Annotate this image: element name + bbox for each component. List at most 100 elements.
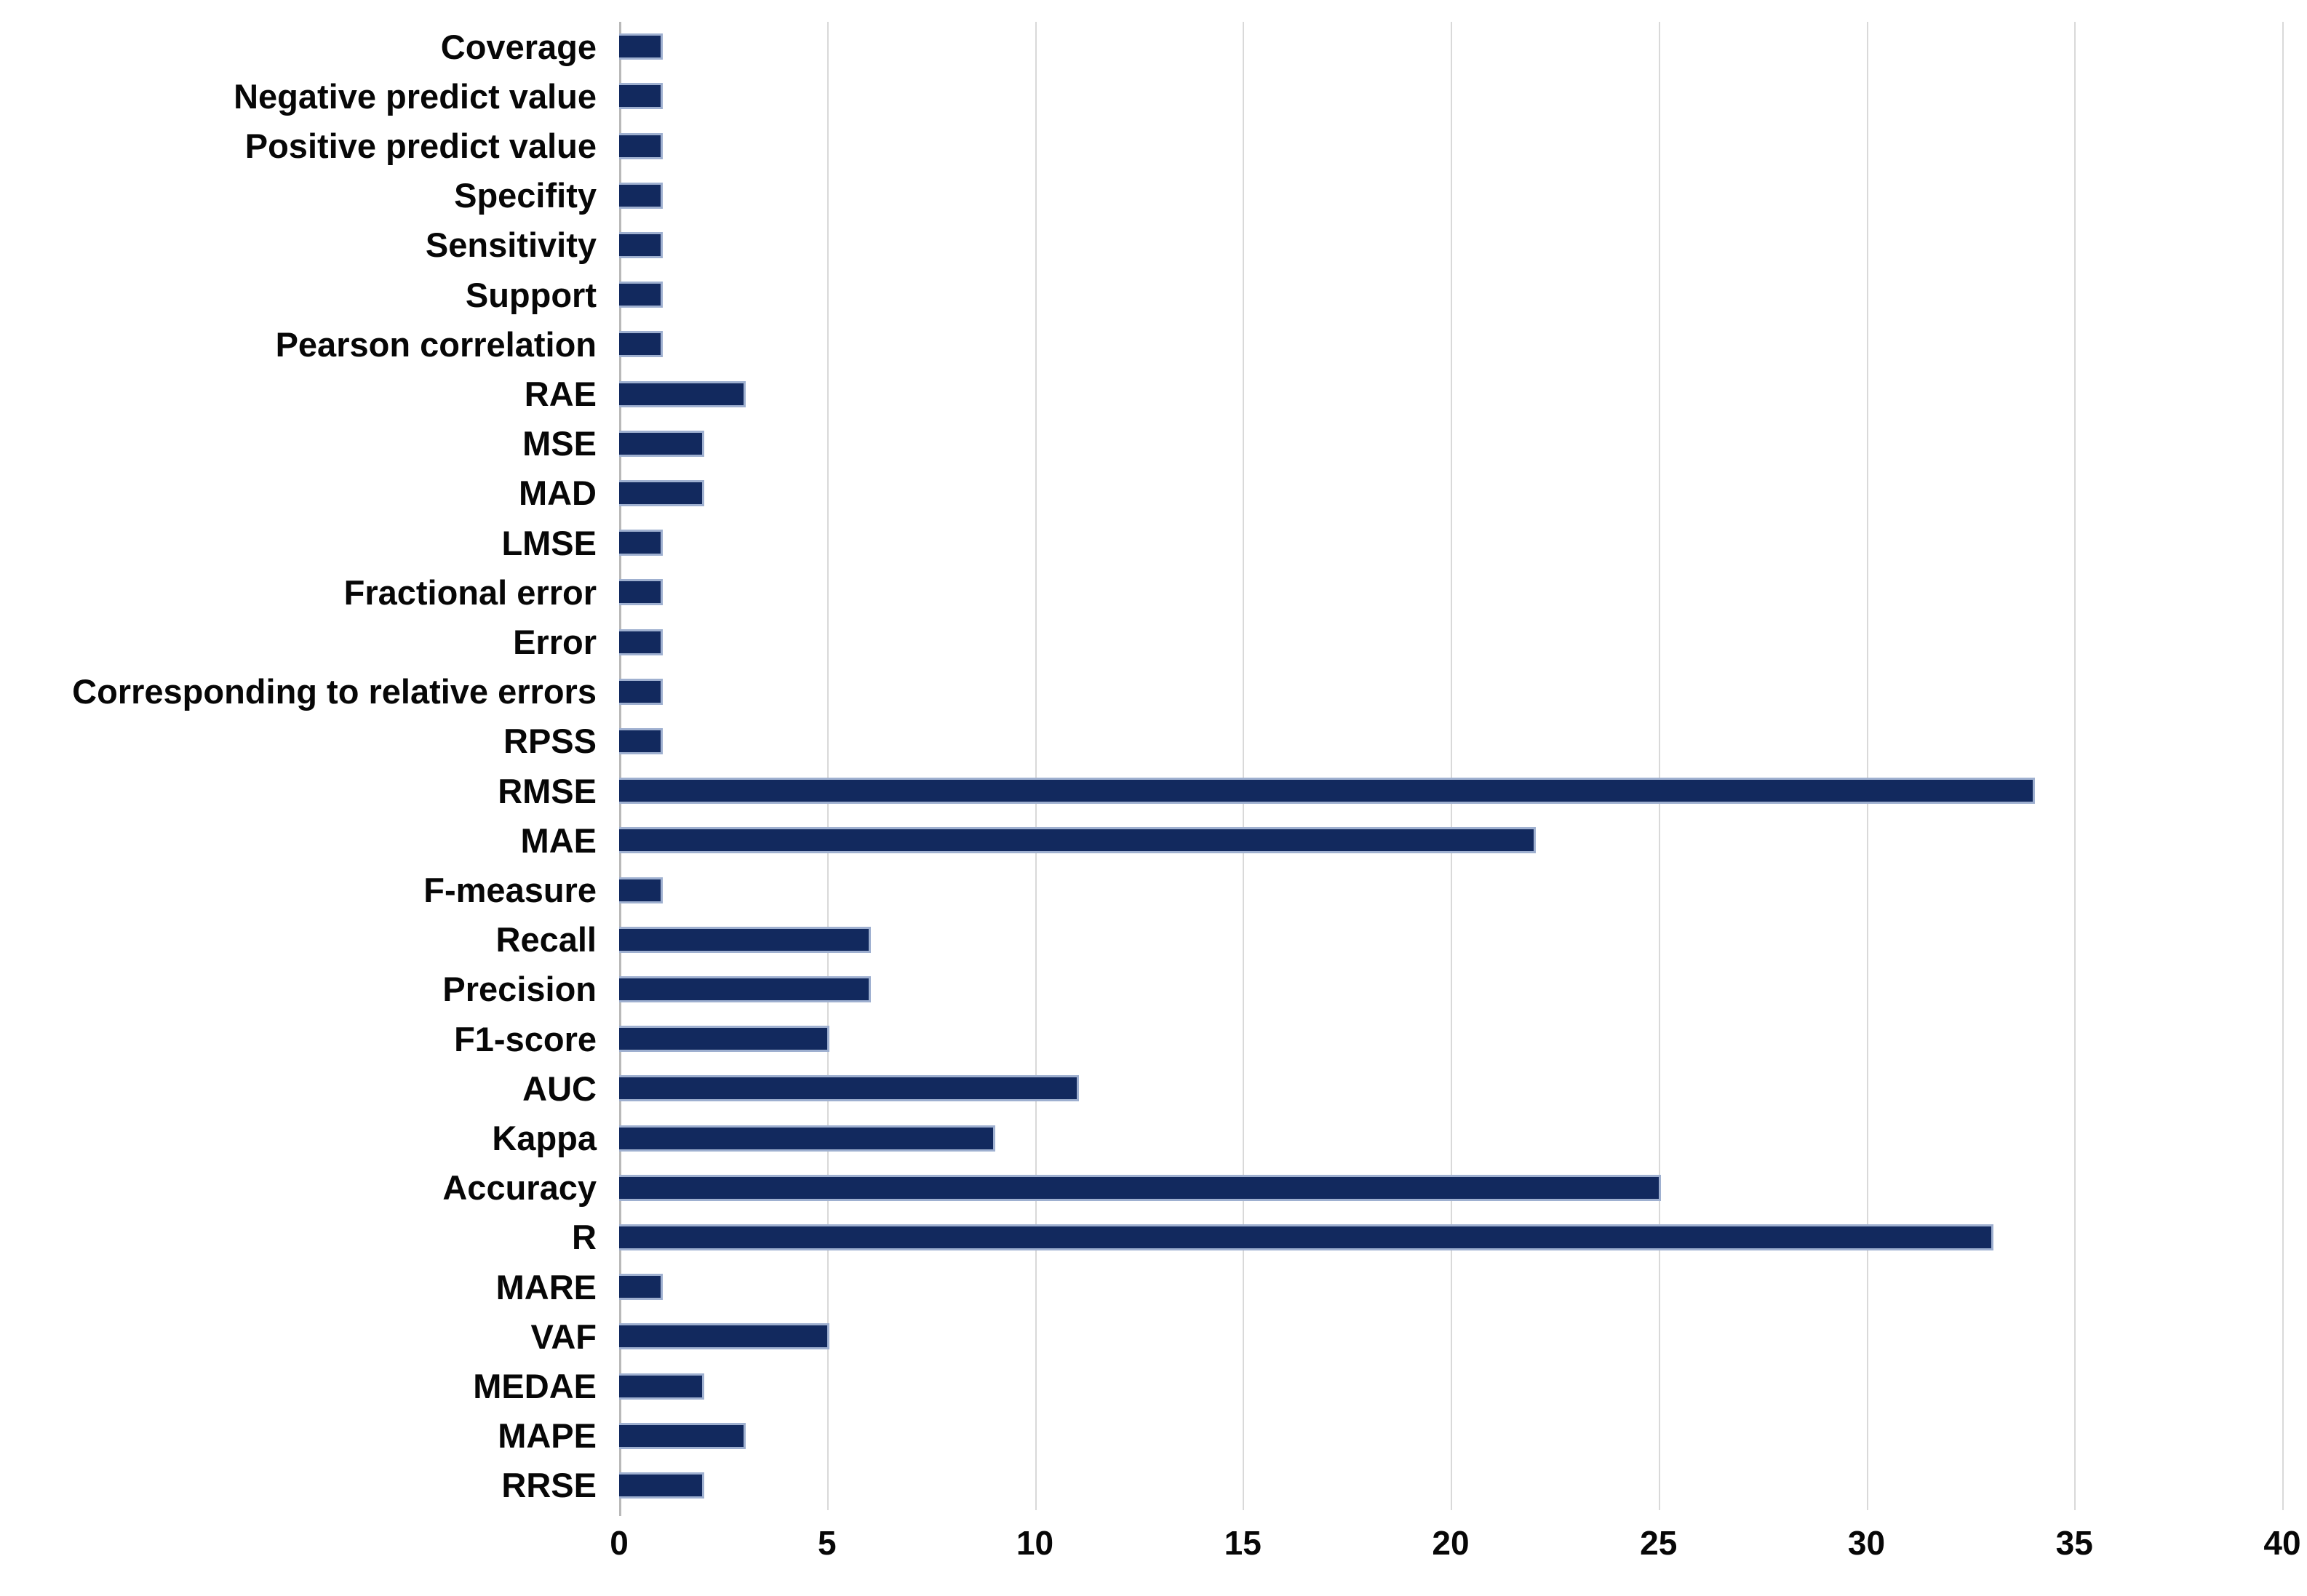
gridline — [2282, 22, 2284, 1510]
bar — [619, 331, 664, 358]
x-tick-label: 25 — [1640, 1524, 1678, 1562]
bar-row — [619, 22, 2282, 71]
category-label: Fractional error — [343, 572, 597, 612]
bar-row — [619, 717, 2282, 766]
gridline — [826, 22, 829, 1510]
category-label: Accuracy — [442, 1168, 597, 1208]
bar-row — [619, 815, 2282, 865]
bar — [619, 430, 705, 457]
category-label: Negative predict value — [234, 76, 597, 116]
category-label: RRSE — [501, 1466, 597, 1505]
category-label: VAF — [530, 1317, 597, 1356]
category-label: MEDAE — [473, 1367, 597, 1406]
bar-row — [619, 965, 2282, 1014]
bar — [619, 926, 871, 953]
bar — [619, 877, 664, 903]
bar-row — [619, 1461, 2282, 1510]
gridline — [1035, 22, 1037, 1510]
gridline — [1243, 22, 1245, 1510]
bar-row — [619, 1312, 2282, 1361]
category-label: AUC — [522, 1069, 597, 1108]
bar — [619, 678, 664, 705]
bar-row — [619, 567, 2282, 617]
bar-row — [619, 1064, 2282, 1113]
bar — [619, 479, 705, 506]
category-label: F-measure — [423, 871, 597, 910]
category-label: RPSS — [503, 722, 597, 761]
bar-row — [619, 915, 2282, 965]
bar — [619, 975, 871, 1002]
plot-area — [619, 22, 2284, 1516]
bar-row — [619, 369, 2282, 418]
bar-row — [619, 617, 2282, 666]
bar-row — [619, 1163, 2282, 1213]
bar — [619, 1075, 1079, 1102]
bar — [619, 1373, 705, 1400]
category-label: Pearson correlation — [275, 324, 597, 364]
category-label: Sensitivity — [425, 226, 597, 265]
category-label: Corresponding to relative errors — [72, 672, 597, 711]
bar — [619, 1125, 996, 1152]
x-axis-tick-labels: 0 5 10 15 20 25 30 35 40 — [610, 1524, 2300, 1577]
category-label: R — [572, 1218, 597, 1257]
x-tick-label: 40 — [2263, 1524, 2301, 1562]
bar — [619, 83, 664, 110]
bar-row — [619, 171, 2282, 220]
category-axis: Coverage Negative predict value Positive p… — [0, 22, 597, 1510]
category-label: Specifity — [454, 176, 597, 215]
bar — [619, 1472, 705, 1499]
bar — [619, 629, 664, 655]
bar — [619, 380, 746, 407]
category-label: MAPE — [498, 1416, 597, 1456]
bar — [619, 1422, 746, 1449]
category-label: MAD — [518, 474, 597, 513]
x-tick-label: 35 — [2055, 1524, 2093, 1562]
bar — [619, 1323, 829, 1350]
bar — [619, 1224, 1993, 1250]
bar — [619, 182, 664, 209]
bar-row — [619, 1411, 2282, 1461]
category-label: RMSE — [498, 771, 597, 810]
bar — [619, 827, 1537, 854]
bar-row — [619, 1213, 2282, 1262]
bar — [619, 33, 664, 60]
bar-row — [619, 270, 2282, 319]
bar-row — [619, 220, 2282, 270]
bar-row — [619, 319, 2282, 369]
gridline — [1658, 22, 1660, 1510]
gridline — [1866, 22, 1868, 1510]
x-tick-label: 20 — [1432, 1524, 1470, 1562]
bar — [619, 579, 664, 606]
bar-row — [619, 1262, 2282, 1312]
gridline — [2074, 22, 2076, 1510]
bar-row — [619, 468, 2282, 518]
category-label: Support — [465, 275, 597, 314]
category-label: Coverage — [440, 27, 597, 66]
bar-row — [619, 518, 2282, 567]
x-tick-label: 10 — [1016, 1524, 1054, 1562]
x-tick-label: 5 — [817, 1524, 837, 1562]
category-label: MSE — [522, 424, 597, 463]
bar — [619, 1274, 664, 1301]
bar-row — [619, 71, 2282, 121]
bars-container — [619, 22, 2282, 1510]
axis-line — [619, 22, 621, 1516]
category-label: RAE — [524, 375, 597, 414]
bar — [619, 727, 664, 754]
bar — [619, 1026, 829, 1053]
category-label: Positive predict value — [244, 127, 597, 165]
bar-row — [619, 865, 2282, 914]
category-label: F1-score — [454, 1019, 597, 1058]
category-label: Kappa — [492, 1119, 597, 1158]
category-label: Precision — [442, 970, 597, 1009]
bar — [619, 1174, 1661, 1201]
bar — [619, 530, 664, 556]
category-label: Error — [513, 623, 597, 662]
bar — [619, 282, 664, 308]
bar-row — [619, 667, 2282, 717]
category-label: MAE — [520, 821, 597, 860]
bar-row — [619, 419, 2282, 468]
x-tick-label: 15 — [1224, 1524, 1262, 1562]
bar-row — [619, 1113, 2282, 1162]
